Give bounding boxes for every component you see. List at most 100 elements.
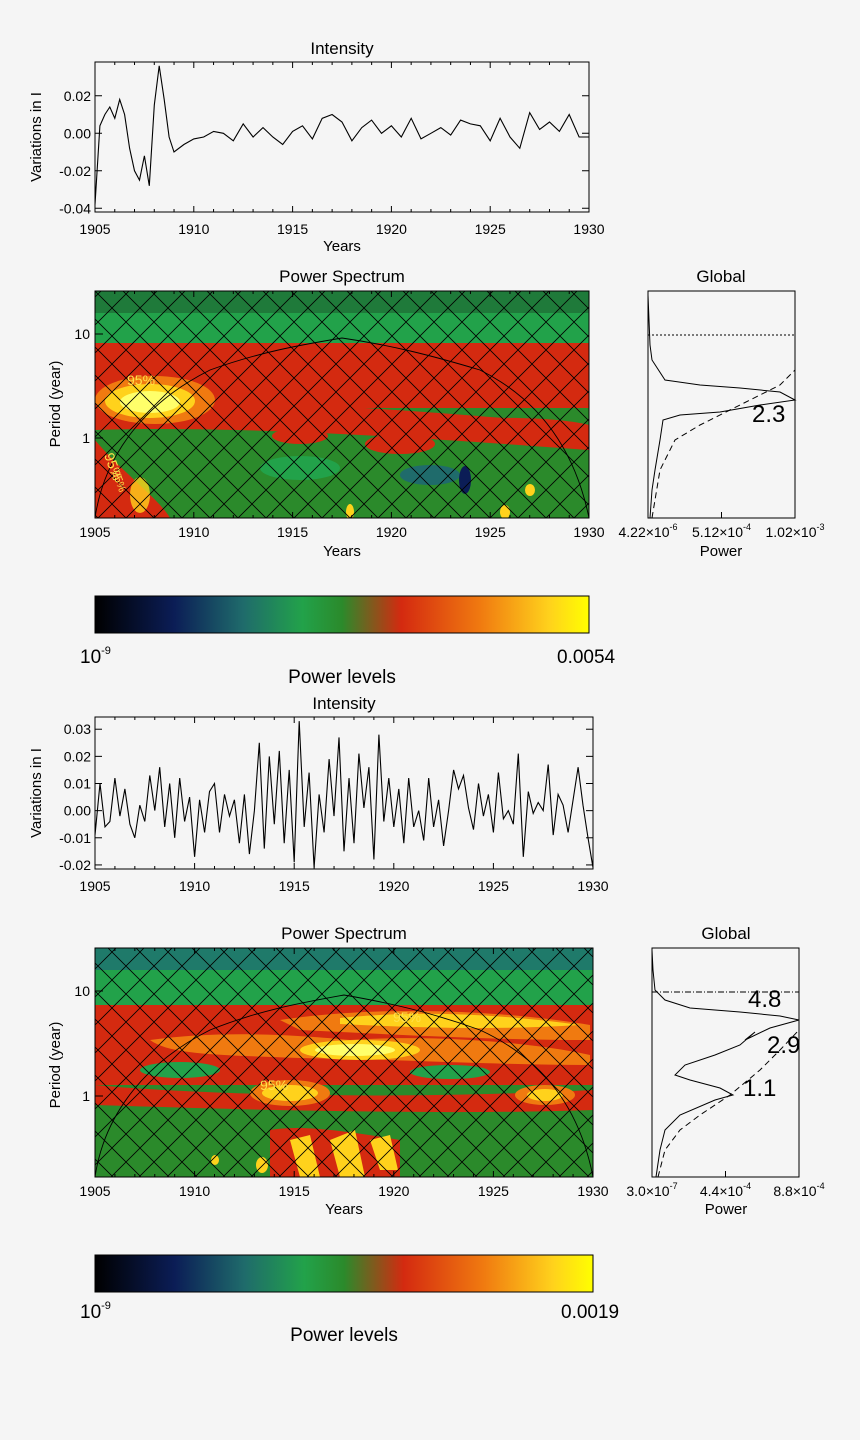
intensity-1-y-axis-label: Variations in I [28,92,45,182]
global-panel-1: Global 2.3 4.22×10-6 5.12×10-4 1.02×10-3 P… [618,267,824,560]
x-tick-label: 1915 [277,221,308,237]
power-spectrum-2-field [95,948,593,1177]
x-tick-label: 1915 [279,1183,310,1199]
y-tick-label: -0.04 [59,200,91,216]
y-tick-label: 0.01 [64,776,91,792]
power-spectrum-panel-2: Power Spectrum [47,924,609,1218]
x-tick-label: 3.0×10-7 [626,1181,677,1199]
y-tick-label: 0.02 [64,88,91,104]
x-tick-label: 1905 [79,524,110,540]
x-tick-label: 1.02×10-3 [765,522,824,540]
global-2-power-curve [651,949,800,1178]
global-2-peak-label-3: 1.1 [743,1075,776,1102]
power-spectrum-1-annotation-95: 95% [127,372,155,388]
colorbar-1-title: Power levels [288,667,396,688]
x-tick-label: 1930 [573,221,604,237]
global-2-frame [651,947,800,1178]
power-spectrum-2-annotation-95-mid: 95% [260,1077,288,1093]
x-tick-label: 5.12×10-4 [692,522,751,540]
power-spectrum-panel-1: Power Spectrum 95% 95% [47,267,605,560]
global-panel-2: Global 4.8 2.9 1.1 3.0×10-7 4.4×10-4 8.8×1… [626,924,824,1218]
y-tick-label: -0.02 [59,163,91,179]
x-tick-label: 1930 [577,878,608,894]
power-spectrum-1-y-axis-label: Period (year) [47,361,64,448]
global-2-x-axis-label: Power [705,1201,748,1218]
y-tick-label: 10 [74,326,90,342]
x-tick-label: 1925 [478,878,509,894]
global-1-significance-curve [651,369,796,519]
colorbar-2-min-label: 10-9 [80,1300,111,1323]
x-tick-label: 1920 [378,878,409,894]
x-tick-label: 1925 [475,524,506,540]
y-tick-label: 0.00 [64,803,91,819]
x-tick-label: 4.22×10-6 [618,522,677,540]
x-tick-label: 1920 [378,1183,409,1199]
power-spectrum-1-field [95,291,589,518]
y-tick-label: -0.01 [59,830,91,846]
power-spectrum-1-ticks: 1905 1910 1915 1920 1925 1930 10 1 [74,291,605,540]
global-2-peak-label-1: 4.8 [748,986,781,1013]
power-spectrum-2-title: Power Spectrum [281,924,407,943]
global-1-power-curve [647,294,797,519]
intensity-2-ticks: 1905 1910 1915 1920 1925 1930 0.03 0.02 0.01 0.00… [59,717,609,894]
power-spectrum-2-cone-of-influence [94,994,594,1178]
x-tick-label: 4.4×10-4 [700,1181,751,1199]
power-spectrum-1-frame [94,290,590,519]
intensity-panel-2: Intensity 1905 1910 1915 1920 1925 1930 0.03 0.… [28,694,609,894]
x-tick-label: 1930 [573,524,604,540]
global-1-peak-label: 2.3 [752,401,785,428]
x-tick-label: 1910 [178,524,209,540]
global-2-peak-label-2: 2.9 [767,1032,800,1059]
x-tick-label: 1930 [577,1183,608,1199]
y-tick-label: 10 [74,983,90,999]
global-2-ticks: 3.0×10-7 4.4×10-4 8.8×10-4 [626,1171,825,1199]
x-tick-label: 1905 [79,1183,110,1199]
power-spectrum-2-x-axis-label: Years [325,1201,363,1218]
colorbar-2-max-label: 0.0019 [561,1302,619,1323]
x-tick-label: 1915 [277,524,308,540]
intensity-2-series-line [94,721,594,868]
y-tick-label: 0.03 [64,721,91,737]
global-2-significance-curve [657,1029,800,1178]
intensity-1-ticks: 1905 1910 1915 1920 1925 1930 0.02 0.00 -0.02 -0.… [59,62,605,237]
y-tick-label: 0.02 [64,748,91,764]
intensity-panel-1: Intensity 1905 1910 1915 1920 1925 1930 0.02 0.… [28,39,605,255]
intensity-2-y-axis-label: Variations in I [28,748,45,838]
power-spectrum-1-x-axis-label: Years [323,543,361,560]
x-tick-label: 1920 [376,221,407,237]
y-tick-label: 1 [82,1088,90,1104]
global-1-ticks: 4.22×10-6 5.12×10-4 1.02×10-3 [618,512,825,540]
global-1-title: Global [696,267,745,286]
colorbar-2: 10-9 0.0019 Power levels [80,1254,619,1346]
x-tick-label: 1915 [279,878,310,894]
x-tick-label: 1910 [178,221,209,237]
power-spectrum-1-cone-of-influence [94,337,590,519]
power-spectrum-2-ticks: 1905 1910 1915 1920 1925 1930 10 1 [74,948,609,1199]
colorbar-1: 10-9 0.0054 Power levels [80,595,616,688]
colorbar-1-max-label: 0.0054 [557,647,616,668]
x-tick-label: 1905 [79,878,110,894]
x-tick-label: 1910 [179,878,210,894]
y-tick-label: 0.00 [64,125,91,141]
colorbar-1-min-label: 10-9 [80,645,111,668]
colorbar-2-title: Power levels [290,1325,398,1346]
x-tick-label: 1910 [179,1183,210,1199]
x-tick-label: 1920 [376,524,407,540]
x-tick-label: 8.8×10-4 [773,1181,824,1199]
power-spectrum-2-frame [94,947,594,1178]
colorbar-1-gradient [94,595,590,634]
power-spectrum-2-annotation-95-top: 95% [393,1009,421,1025]
global-2-title: Global [701,924,750,943]
intensity-2-frame [94,716,594,870]
intensity-1-series-line [94,65,589,205]
power-spectrum-2-y-axis-label: Period (year) [47,1022,64,1109]
intensity-1-title: Intensity [310,39,374,58]
y-tick-label: -0.02 [59,857,91,873]
x-tick-label: 1905 [79,221,110,237]
x-tick-label: 1925 [478,1183,509,1199]
colorbar-2-gradient [94,1254,594,1293]
intensity-1-x-axis-label: Years [323,238,361,255]
x-tick-label: 1925 [475,221,506,237]
intensity-2-title: Intensity [312,694,376,713]
